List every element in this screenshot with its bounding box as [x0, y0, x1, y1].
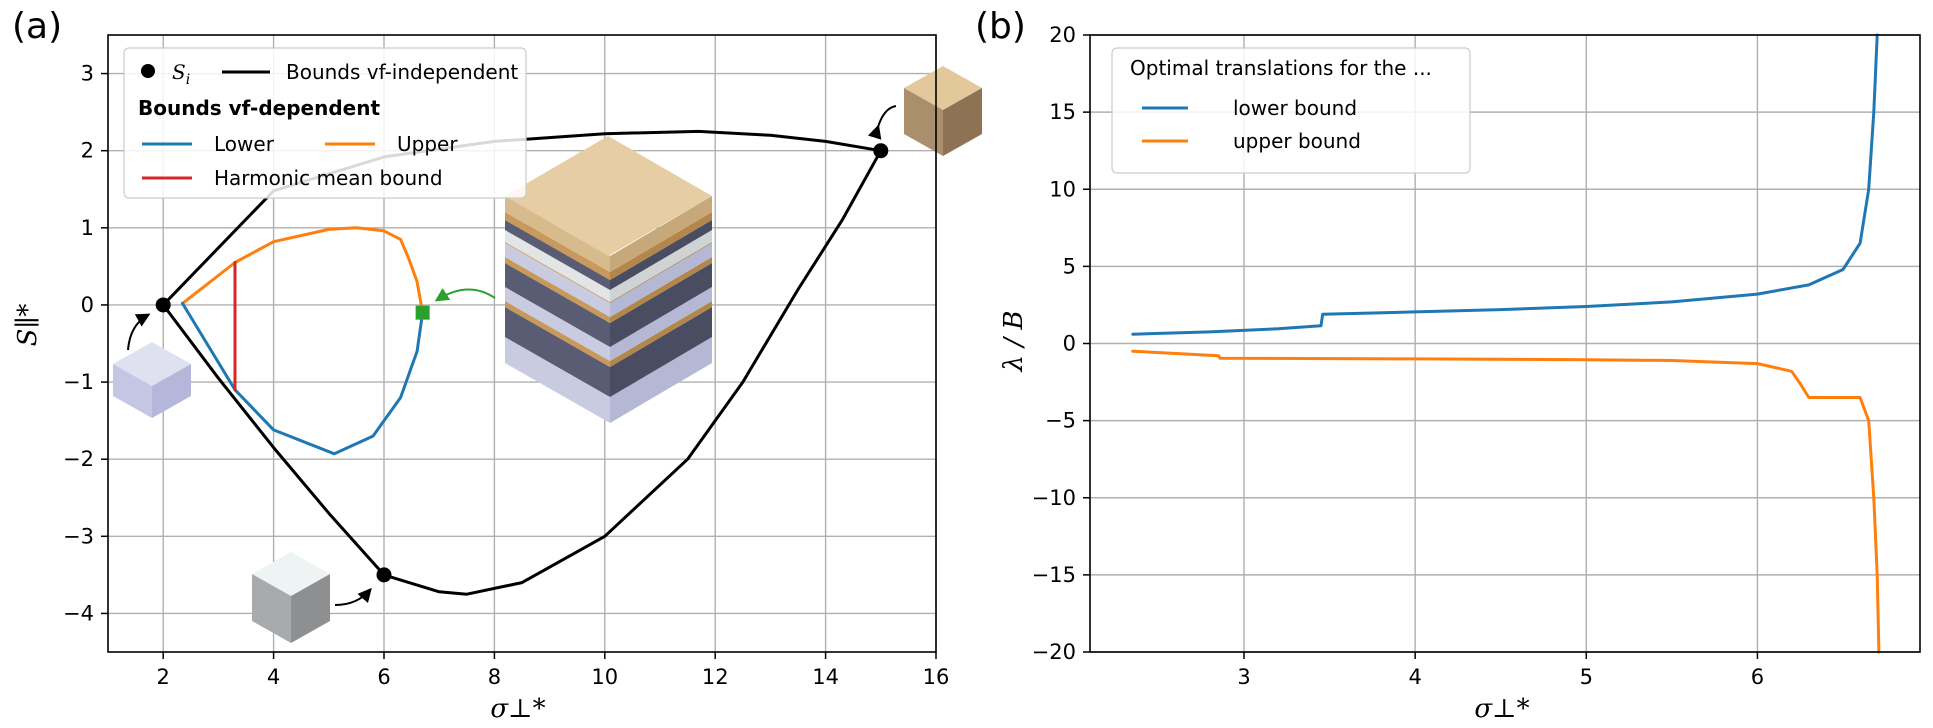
panel-b-legend: Optimal translations for the ... lower b… — [1111, 47, 1471, 174]
y-tick-label: −10 — [1032, 486, 1076, 510]
panel-a-label: (a) — [12, 6, 62, 47]
arrow-to-tan-cube — [867, 105, 897, 140]
series-line-lower — [181, 301, 425, 456]
y-tick-label: −4 — [63, 601, 94, 625]
y-tick-label: −3 — [63, 524, 94, 548]
data-point — [155, 297, 171, 313]
y-tick-label: 1 — [81, 216, 94, 240]
legend-independent-label: Bounds vf-independent — [286, 60, 518, 84]
x-tick-label: 4 — [267, 665, 280, 689]
x-tick-label: 4 — [1408, 665, 1421, 689]
y-tick-label: −2 — [63, 447, 94, 471]
legend-dependent-heading: Bounds vf-dependent — [138, 96, 380, 120]
x-tick-label: 10 — [591, 665, 618, 689]
x-tick-label: 8 — [488, 665, 501, 689]
legend-upper-label: Upper — [397, 132, 458, 156]
legend-harmonic-label: Harmonic mean bound — [214, 166, 443, 190]
legend-b-title: Optimal translations for the ... — [1130, 56, 1432, 80]
panel-a-legend: Si Si Bounds vf-independent Bounds vf-de… — [123, 47, 527, 199]
x-tick-label: 2 — [157, 665, 170, 689]
series-line-independent — [161, 303, 386, 577]
legend-point-marker — [141, 64, 155, 78]
x-tick-label: 14 — [812, 665, 839, 689]
data-point — [873, 143, 889, 159]
layered-stack-illustration — [505, 136, 712, 423]
panel-a-xlabel: σ⊥* — [490, 694, 545, 724]
panel-b-xlabel: σ⊥* — [1474, 694, 1529, 724]
y-tick-label: 3 — [81, 62, 94, 86]
y-tick-label: −15 — [1032, 563, 1076, 587]
panel-a-frame — [107, 34, 937, 653]
arrow-from-layered-stack — [434, 288, 496, 302]
panel-b-label: (b) — [975, 6, 1026, 47]
x-tick-label: 6 — [1751, 665, 1764, 689]
y-tick-label: 2 — [81, 139, 94, 163]
y-tick-label: 0 — [1063, 332, 1076, 356]
x-tick-label: 3 — [1237, 665, 1250, 689]
panel-b-ylabel: λ / B — [999, 311, 1029, 373]
x-tick-label: 6 — [377, 665, 390, 689]
tan-cube-illustration — [904, 66, 982, 156]
panel-b-series — [1131, 33, 1881, 654]
series-line-b0 — [1131, 33, 1879, 336]
lavender-cube-illustration — [113, 342, 191, 418]
x-tick-label: 16 — [923, 665, 950, 689]
legend-lower-label: Lower — [214, 132, 275, 156]
panel-b-frame — [1089, 34, 1921, 653]
legend-b-upper-label: upper bound — [1233, 129, 1361, 153]
y-tick-label: 10 — [1049, 177, 1076, 201]
y-tick-label: −1 — [63, 370, 94, 394]
panel-b: (b) 3 4 5 6 20 15 10 5 0 −5 −10 −15 −20 σ⊥* λ / B Op… — [975, 6, 1921, 724]
green-square-marker — [415, 305, 430, 320]
y-tick-label: 20 — [1049, 23, 1076, 47]
y-tick-label: −20 — [1032, 640, 1076, 664]
arrow-from-lavender-cube — [127, 313, 151, 351]
series-line-upper — [181, 226, 425, 315]
x-tick-label: 5 — [1580, 665, 1593, 689]
legend-point-label: Si — [172, 60, 190, 88]
series-line-b1 — [1131, 349, 1881, 654]
x-tick-label: 12 — [702, 665, 729, 689]
grey-cube-illustration — [252, 552, 330, 643]
y-tick-label: 5 — [1063, 254, 1076, 278]
series-line-independent — [382, 149, 883, 596]
arrow-from-grey-cube — [334, 587, 372, 606]
panel-b-ticks: 3 4 5 6 20 15 10 5 0 −5 −10 −15 −20 — [1032, 23, 1764, 689]
legend-b-lower-label: lower bound — [1233, 96, 1357, 120]
y-tick-label: 15 — [1049, 100, 1076, 124]
panel-a-ylabel: S∥* — [13, 304, 43, 347]
y-tick-label: 0 — [81, 293, 94, 317]
y-tick-label: −5 — [1045, 409, 1076, 433]
data-point — [376, 567, 392, 583]
